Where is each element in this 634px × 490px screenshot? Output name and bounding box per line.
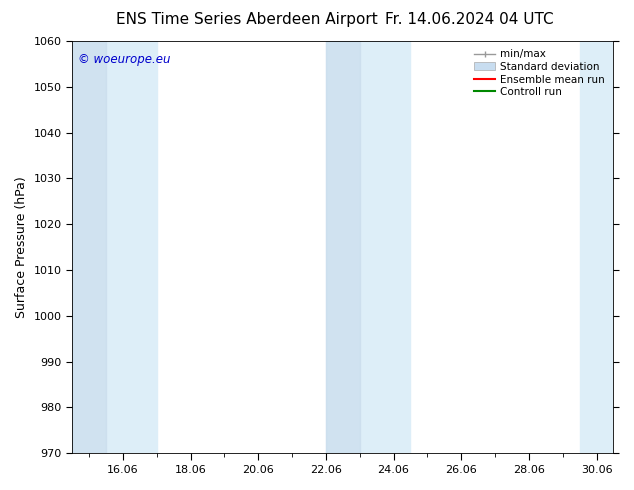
Y-axis label: Surface Pressure (hPa): Surface Pressure (hPa) (15, 176, 28, 318)
Bar (579, 41, 614, 453)
Text: © woeurope.eu: © woeurope.eu (77, 53, 170, 67)
Text: Fr. 14.06.2024 04 UTC: Fr. 14.06.2024 04 UTC (385, 12, 553, 27)
Bar (72, 41, 157, 453)
Text: ENS Time Series Aberdeen Airport: ENS Time Series Aberdeen Airport (117, 12, 378, 27)
Bar (326, 41, 359, 453)
Legend: min/max, Standard deviation, Ensemble mean run, Controll run: min/max, Standard deviation, Ensemble me… (471, 46, 608, 100)
Bar (72, 41, 106, 453)
Bar (326, 41, 410, 453)
